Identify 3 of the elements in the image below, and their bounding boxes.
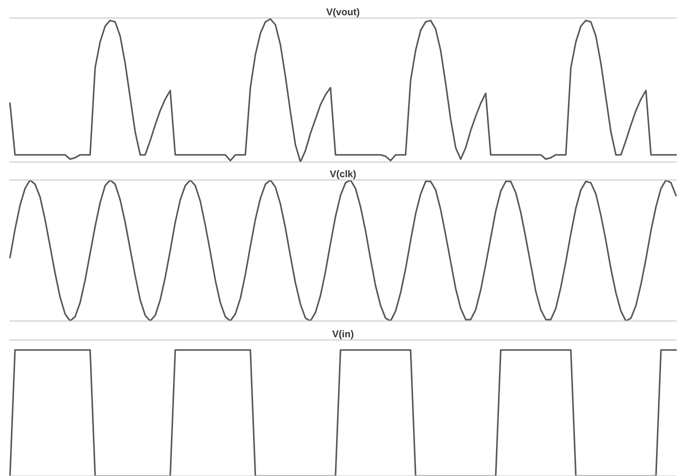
chart-title: V(in) bbox=[332, 330, 354, 340]
chart-title: V(clk) bbox=[330, 170, 356, 180]
chart-title: V(vout) bbox=[326, 8, 360, 18]
